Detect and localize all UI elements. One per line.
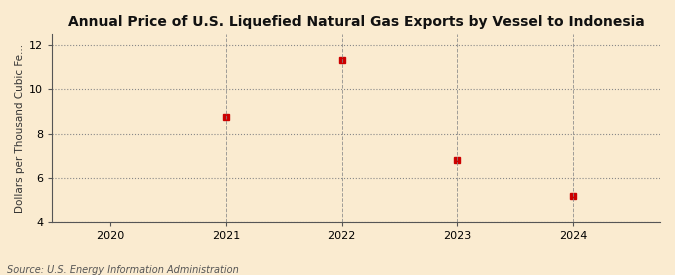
Y-axis label: Dollars per Thousand Cubic Fe...: Dollars per Thousand Cubic Fe...	[15, 43, 25, 213]
Text: Source: U.S. Energy Information Administration: Source: U.S. Energy Information Administ…	[7, 265, 238, 275]
Title: Annual Price of U.S. Liquefied Natural Gas Exports by Vessel to Indonesia: Annual Price of U.S. Liquefied Natural G…	[68, 15, 645, 29]
